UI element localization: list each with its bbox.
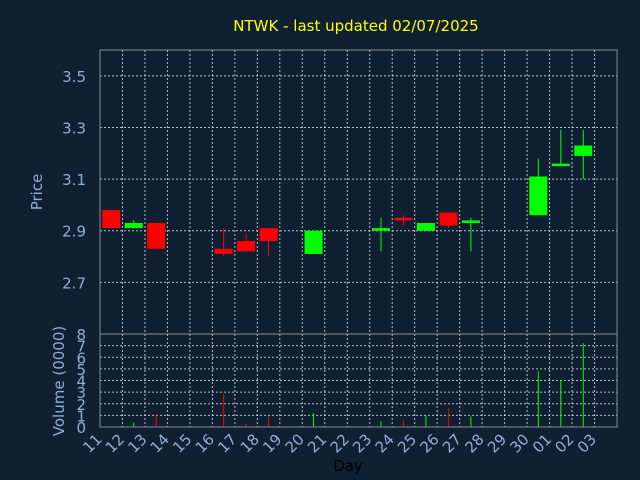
candle-body [214,248,233,254]
volume-tick-label: 3 [76,384,86,402]
candle-body [371,228,390,231]
candle-body [394,217,413,221]
price-axis-label: Price [28,174,46,211]
price-candles [102,130,593,257]
candle-body [124,222,143,229]
volume-tick-label: 0 [76,419,86,437]
x-axis-label: Day [333,457,363,475]
candle-body [304,230,323,254]
volume-tick-label: 6 [76,349,86,367]
price-tick-label: 3.5 [62,68,86,86]
price-tick-label: 3.1 [62,171,86,189]
x-ticks: 1112131415161718192021222324252627282930… [79,430,600,456]
price-y-ticks: 2.7 2.9 3.1 3.3 3.5 [62,68,86,293]
volume-tick-label: 1 [76,407,86,425]
candle-body [416,222,435,231]
volume-tick-label: 2 [76,396,86,414]
volume-panel-frame [99,333,618,428]
candle-body [529,176,548,216]
price-tick-label: 2.9 [62,223,86,241]
volume-axis-label: Volume (0000) [50,326,68,436]
candle-body [237,241,256,252]
price-grid [100,50,617,334]
volume-tick-label: 4 [76,373,86,391]
candle-body [574,145,593,156]
chart-title: NTWK - last updated 02/07/2025 [233,17,478,35]
volume-tick-label: 7 [76,338,86,356]
candle-body [461,220,480,223]
volume-bars [133,343,584,427]
candle-body [147,222,166,249]
candle-body [102,210,121,229]
volume-grid [100,334,617,427]
price-tick-label: 2.7 [62,274,86,292]
candle-body [551,163,570,167]
candle-body [259,228,278,242]
volume-tick-label: 8 [76,326,86,344]
price-tick-label: 3.3 [62,119,86,137]
volume-tick-label: 5 [76,361,86,379]
candle-body [439,212,458,226]
